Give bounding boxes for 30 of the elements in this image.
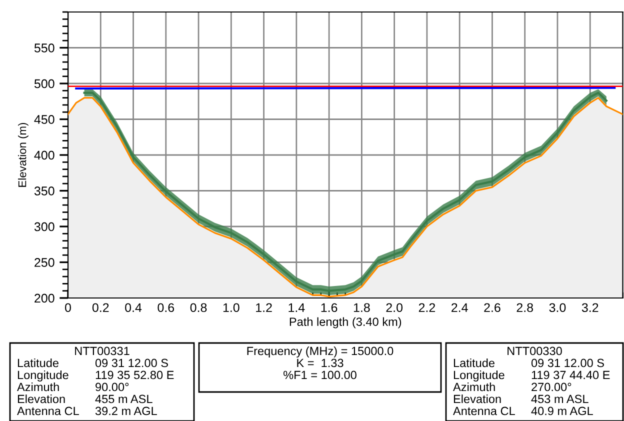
x-tick-label: 3.0	[549, 303, 566, 312]
y-axis-title: Elevation (m)	[18, 122, 28, 187]
x-tick-label: 0	[65, 303, 71, 312]
x-tick-label: 1.2	[256, 303, 272, 312]
x-tick-label: 2.4	[452, 303, 468, 312]
x-tick-label: 2.0	[386, 303, 403, 312]
x-tick-label: 2.2	[418, 303, 436, 312]
x-tick-label: 1.0	[223, 303, 240, 312]
y-tick-label: 450	[34, 115, 54, 124]
x-tick-label: 2.6	[484, 303, 500, 312]
y-tick-label: 200	[34, 294, 54, 303]
y-tick-label: 500	[34, 79, 54, 88]
y-tick-label: 300	[34, 222, 54, 232]
text: Frequency (MHz) = 15000.0 K = 1.33 %F1 = 100.00	[247, 346, 394, 380]
y-tick-label: 400	[34, 150, 54, 160]
x-tick-label: 0.8	[190, 303, 207, 312]
x-tick-label: 0.2	[92, 303, 109, 312]
x-tick-label: 0.4	[125, 303, 142, 312]
text: NTT00331 Latitude 09 31 12.00 S Longitude 119 35 52.80 E Azimuth 90.00° Elevation 455 m ASL Antenna CL 39.2 m AGL	[17, 346, 174, 416]
y-tick-label: 550	[34, 44, 54, 52]
x-tick-label: 2.8	[516, 303, 533, 312]
text: NTT00330 Latitude 09 31 12.00 S Longitude 119 37 44.40 E Azimuth 270.00° Elevation 453 m ASL Antenna CL 40.9 m AGL	[453, 346, 610, 416]
x-tick-label: 1.6	[321, 303, 338, 312]
x-tick-label: 1.8	[354, 303, 370, 312]
x-tick-label: 0.6	[158, 303, 174, 312]
y-tick-label: 250	[34, 258, 54, 267]
x-axis-title: Path length (3.40 km)	[290, 317, 402, 328]
x-tick-label: 1.4	[288, 303, 305, 312]
y-tick-label: 350	[34, 186, 54, 196]
x-tick-label: 3.2	[582, 303, 598, 312]
